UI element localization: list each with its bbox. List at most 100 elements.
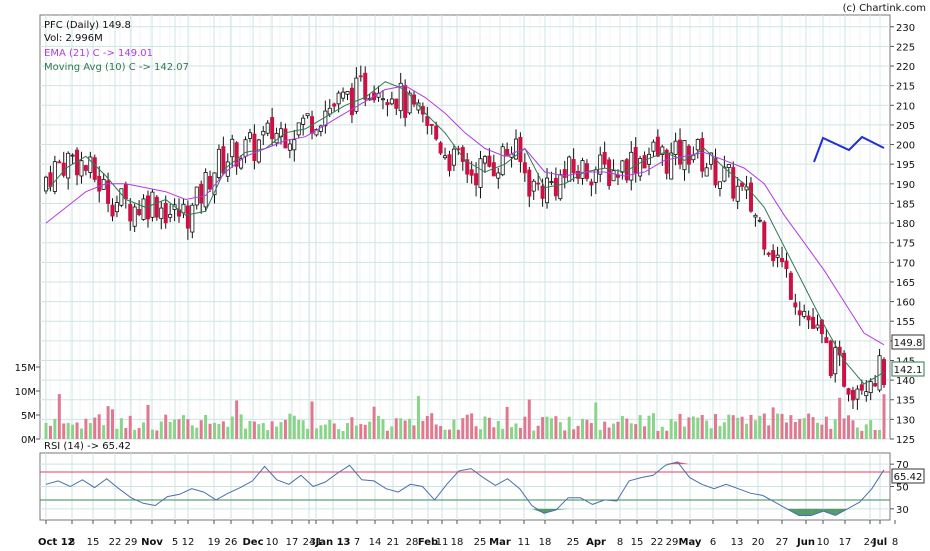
volume-bar (855, 427, 859, 439)
rsi-overbought-fill (677, 461, 690, 465)
candle-body (682, 140, 687, 171)
volume-bar (656, 430, 660, 439)
volume-bar (541, 417, 545, 439)
volume-tick-label: 15M (15, 363, 36, 374)
x-tick-label: 8 (69, 537, 75, 548)
moving-avg-line (45, 81, 885, 385)
candle-body (389, 98, 394, 105)
candle-body (216, 148, 221, 178)
x-tick-label: 5 (172, 537, 178, 548)
volume-bar (84, 418, 88, 439)
volume-bar (501, 428, 505, 439)
candle-body (788, 272, 793, 300)
x-tick-label: 25 (567, 537, 580, 548)
candle-body (531, 180, 536, 192)
legend: PFC (Daily) 149.8 Vol: 2.996M EMA (21) C… (44, 20, 189, 73)
volume-tick-label: 5M (21, 411, 36, 422)
volume-bar (523, 416, 527, 439)
volume-bar (829, 428, 833, 439)
candle-body (757, 219, 762, 222)
volume-bar (554, 416, 558, 439)
candle-body (341, 91, 346, 99)
volume-bar (133, 429, 137, 439)
volume-bar (811, 417, 815, 439)
candle-body (208, 175, 213, 190)
volume-bar (873, 429, 877, 439)
volume-bar (558, 422, 562, 439)
volume-bar (784, 422, 788, 439)
x-tick-label: 7 (354, 537, 360, 548)
candle-body (780, 257, 785, 263)
volume-bar (115, 428, 119, 439)
candle-body (92, 157, 97, 180)
volume-bar (767, 425, 771, 439)
candle-body (163, 202, 168, 224)
volume-bar (71, 424, 75, 439)
candle-body (239, 158, 244, 169)
candle-body (123, 183, 128, 200)
candle-body (775, 254, 780, 258)
volume-bar (807, 413, 811, 439)
volume-bar (416, 396, 420, 439)
candle-body (868, 381, 873, 394)
volume-bar (461, 418, 465, 439)
volume-bar (629, 423, 633, 439)
candle-body (323, 110, 328, 127)
price-tick-label: 215 (896, 82, 915, 93)
volume-bar (479, 429, 483, 439)
volume-bar (678, 413, 682, 439)
candle-body (394, 98, 399, 109)
volume-bar (381, 419, 385, 439)
candle-body (194, 186, 199, 206)
candle-body (771, 250, 776, 262)
volume-bar (607, 427, 611, 439)
volume-bar (549, 418, 553, 439)
candle-body (305, 113, 310, 117)
price-tick-label: 205 (896, 121, 915, 132)
volume-bar (102, 425, 106, 439)
candle-body (199, 183, 204, 204)
volume-tick-label: 0M (21, 435, 36, 446)
volume-bar (510, 427, 514, 439)
volume-bar (337, 429, 341, 439)
x-tick-label: 26 (225, 537, 238, 548)
candle-body (301, 117, 306, 125)
volume-bar (696, 417, 700, 439)
candle-body (762, 221, 767, 250)
x-tick-label: 29 (125, 537, 138, 548)
volume-bar (270, 421, 274, 439)
candle-body (864, 391, 869, 397)
candle-body (638, 158, 643, 177)
volume-bar (634, 424, 638, 439)
candle-body (296, 122, 301, 136)
volume-bar (111, 409, 115, 439)
candle-body (496, 172, 501, 179)
rsi-fills (531, 461, 848, 516)
candle-body (159, 207, 164, 220)
candle-body (385, 102, 390, 105)
candle-body (655, 136, 660, 157)
x-tick-label: 18 (451, 537, 464, 548)
candle-body (270, 117, 275, 140)
x-tick-label: 14 (369, 537, 382, 548)
volume-bar (244, 428, 248, 439)
volume-bar (691, 416, 695, 439)
legend-ma: Moving Avg (10) C -> 142.07 (44, 62, 189, 73)
price-tick-label: 210 (896, 101, 915, 112)
x-tick-label: 29 (666, 537, 679, 548)
price-tick-label: 225 (896, 42, 915, 53)
volume-tick-label: 10M (15, 387, 36, 398)
volume-bar (195, 427, 199, 439)
volume-bar (567, 416, 571, 439)
candle-body (83, 165, 88, 171)
candle-body (110, 204, 115, 217)
volume-bar (576, 425, 580, 439)
candle-body (181, 203, 186, 214)
x-tick-label: 20 (752, 537, 765, 548)
volume-bar (496, 421, 500, 439)
volume-bar (864, 424, 868, 439)
volume-bar (155, 430, 159, 439)
candle-body (522, 162, 527, 174)
volume-bar (882, 394, 886, 439)
candle-body (349, 87, 354, 116)
